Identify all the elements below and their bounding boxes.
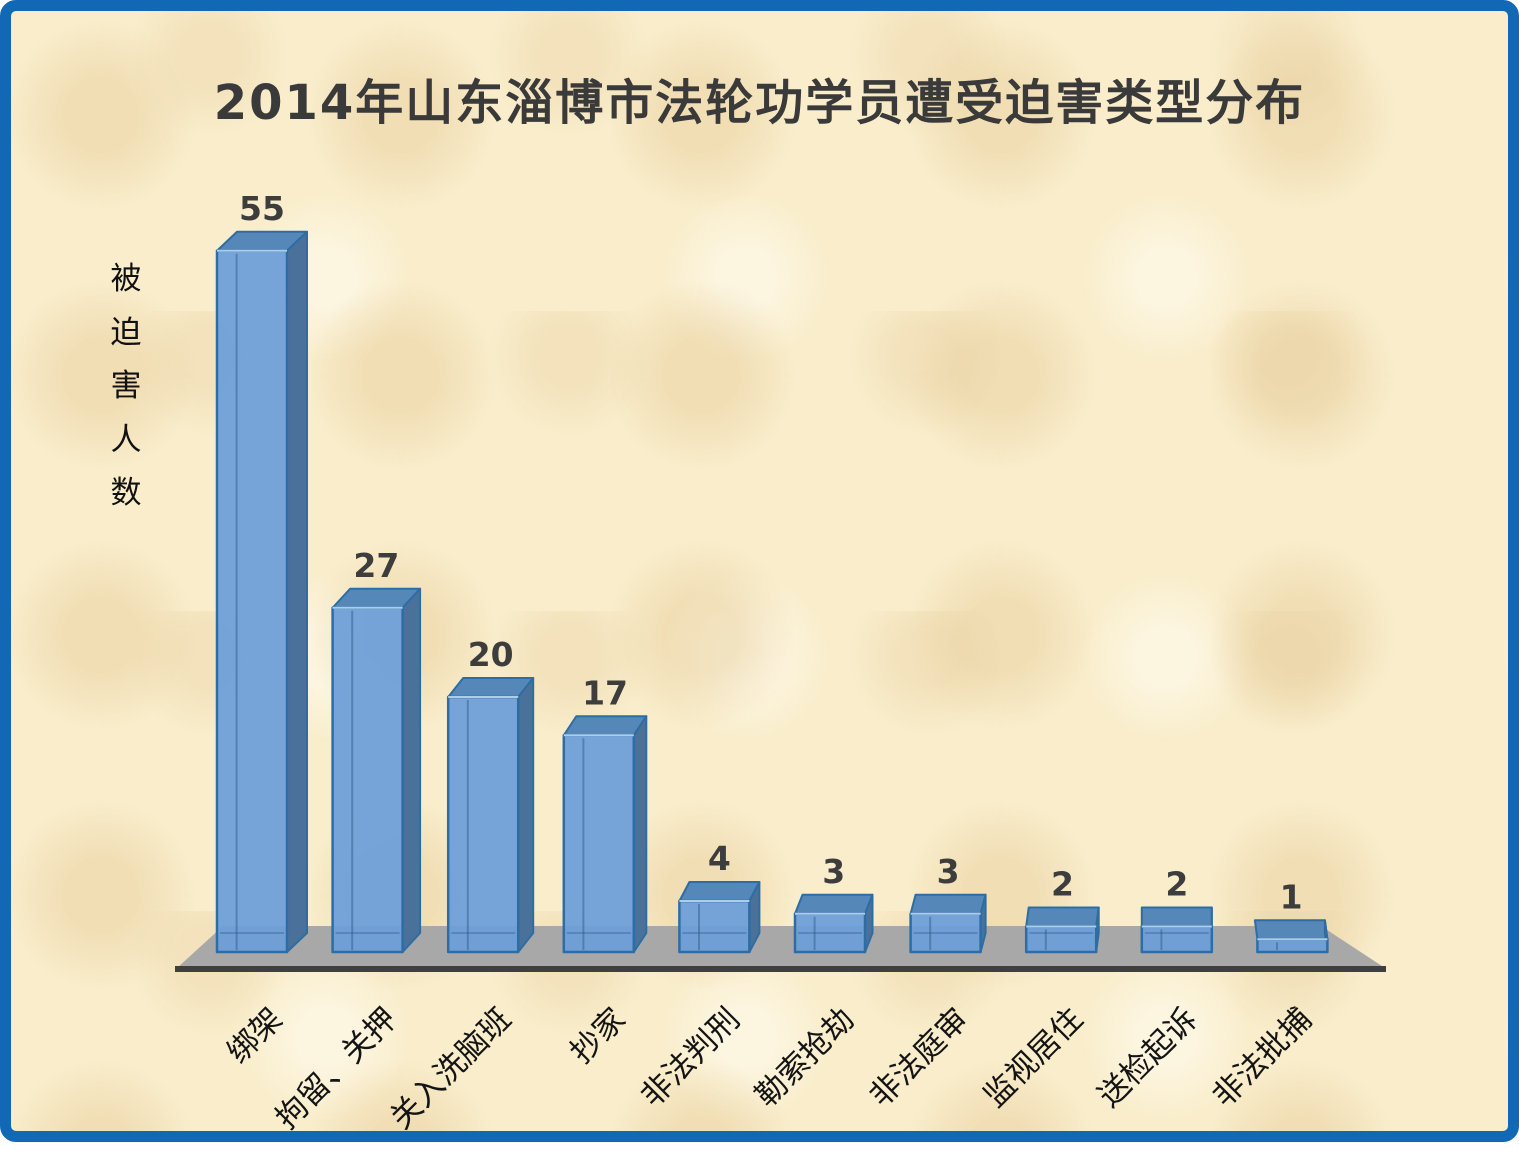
value-label: 2 [1051, 865, 1074, 904]
bar [215, 230, 308, 954]
value-label: 1 [1280, 877, 1303, 916]
value-label: 3 [822, 852, 845, 891]
bar [1140, 906, 1214, 954]
category-label: 关入洗脑班 [383, 1001, 518, 1136]
value-label: 3 [937, 852, 960, 891]
bar-side-face [401, 587, 422, 953]
y-axis-title-char: 被 [110, 261, 142, 297]
category-label: 拘留、关押 [269, 1001, 404, 1136]
y-axis-title-char: 迫 [110, 314, 142, 351]
bar-front-face [446, 695, 520, 954]
bar [446, 677, 535, 954]
bar-front-face [1024, 925, 1098, 954]
bar [678, 881, 761, 954]
bar-front-face [1140, 925, 1214, 954]
value-label: 17 [582, 673, 628, 712]
value-label: 27 [353, 546, 399, 585]
category-label: 非法庭审 [863, 1001, 976, 1114]
bar-top-face [1253, 919, 1329, 941]
bar [331, 587, 422, 954]
bar-top-face [794, 893, 874, 915]
bar-side-face [632, 715, 648, 953]
bar [909, 893, 987, 954]
bar-top-face [909, 893, 987, 915]
value-label: 2 [1165, 865, 1188, 904]
bar-front-face [678, 899, 751, 954]
bar-front-face [1256, 938, 1329, 954]
y-axis-title-char: 数 [110, 475, 142, 512]
bar-side-face [286, 230, 308, 953]
chart-title: 2014年山东淄博市法轮功学员遭受迫害类型分布 [213, 75, 1306, 131]
bar-top-face [1025, 906, 1100, 928]
value-label: 55 [239, 189, 285, 228]
y-axis-title-char: 害 [110, 368, 142, 405]
y-axis-title-char: 人 [110, 421, 142, 458]
value-label: 4 [708, 839, 731, 878]
bar-front-face [562, 734, 636, 954]
bar [1253, 919, 1329, 954]
category-label: 非法判刑 [634, 1001, 747, 1114]
bar-front-face [331, 606, 404, 954]
bar [1024, 906, 1100, 954]
bar [562, 715, 648, 954]
category-label: 监视居住 [977, 1001, 1090, 1114]
category-label: 抄家 [563, 1001, 632, 1070]
bar-top-face [562, 715, 648, 737]
bar-front-face [215, 249, 289, 954]
y-axis-title: 被迫害人数 [106, 263, 146, 510]
bar-side-face [517, 677, 535, 953]
bar-top-face [1140, 906, 1213, 928]
category-label: 绑架 [220, 1001, 289, 1070]
chart-canvas: 55 绑架 27 拘留、关押 20 关入洗脑班 17 抄家 4 非法判刑 3 勒索抢劫 3 非法庭审 2 监视… [175, 189, 1386, 1136]
category-label: 非法批捕 [1206, 1001, 1319, 1114]
bar-top-face [678, 881, 761, 902]
bar [793, 893, 874, 954]
category-label: 勒索抢劫 [748, 1001, 861, 1114]
category-label: 送检起诉 [1091, 1001, 1204, 1114]
value-label: 20 [468, 635, 514, 674]
